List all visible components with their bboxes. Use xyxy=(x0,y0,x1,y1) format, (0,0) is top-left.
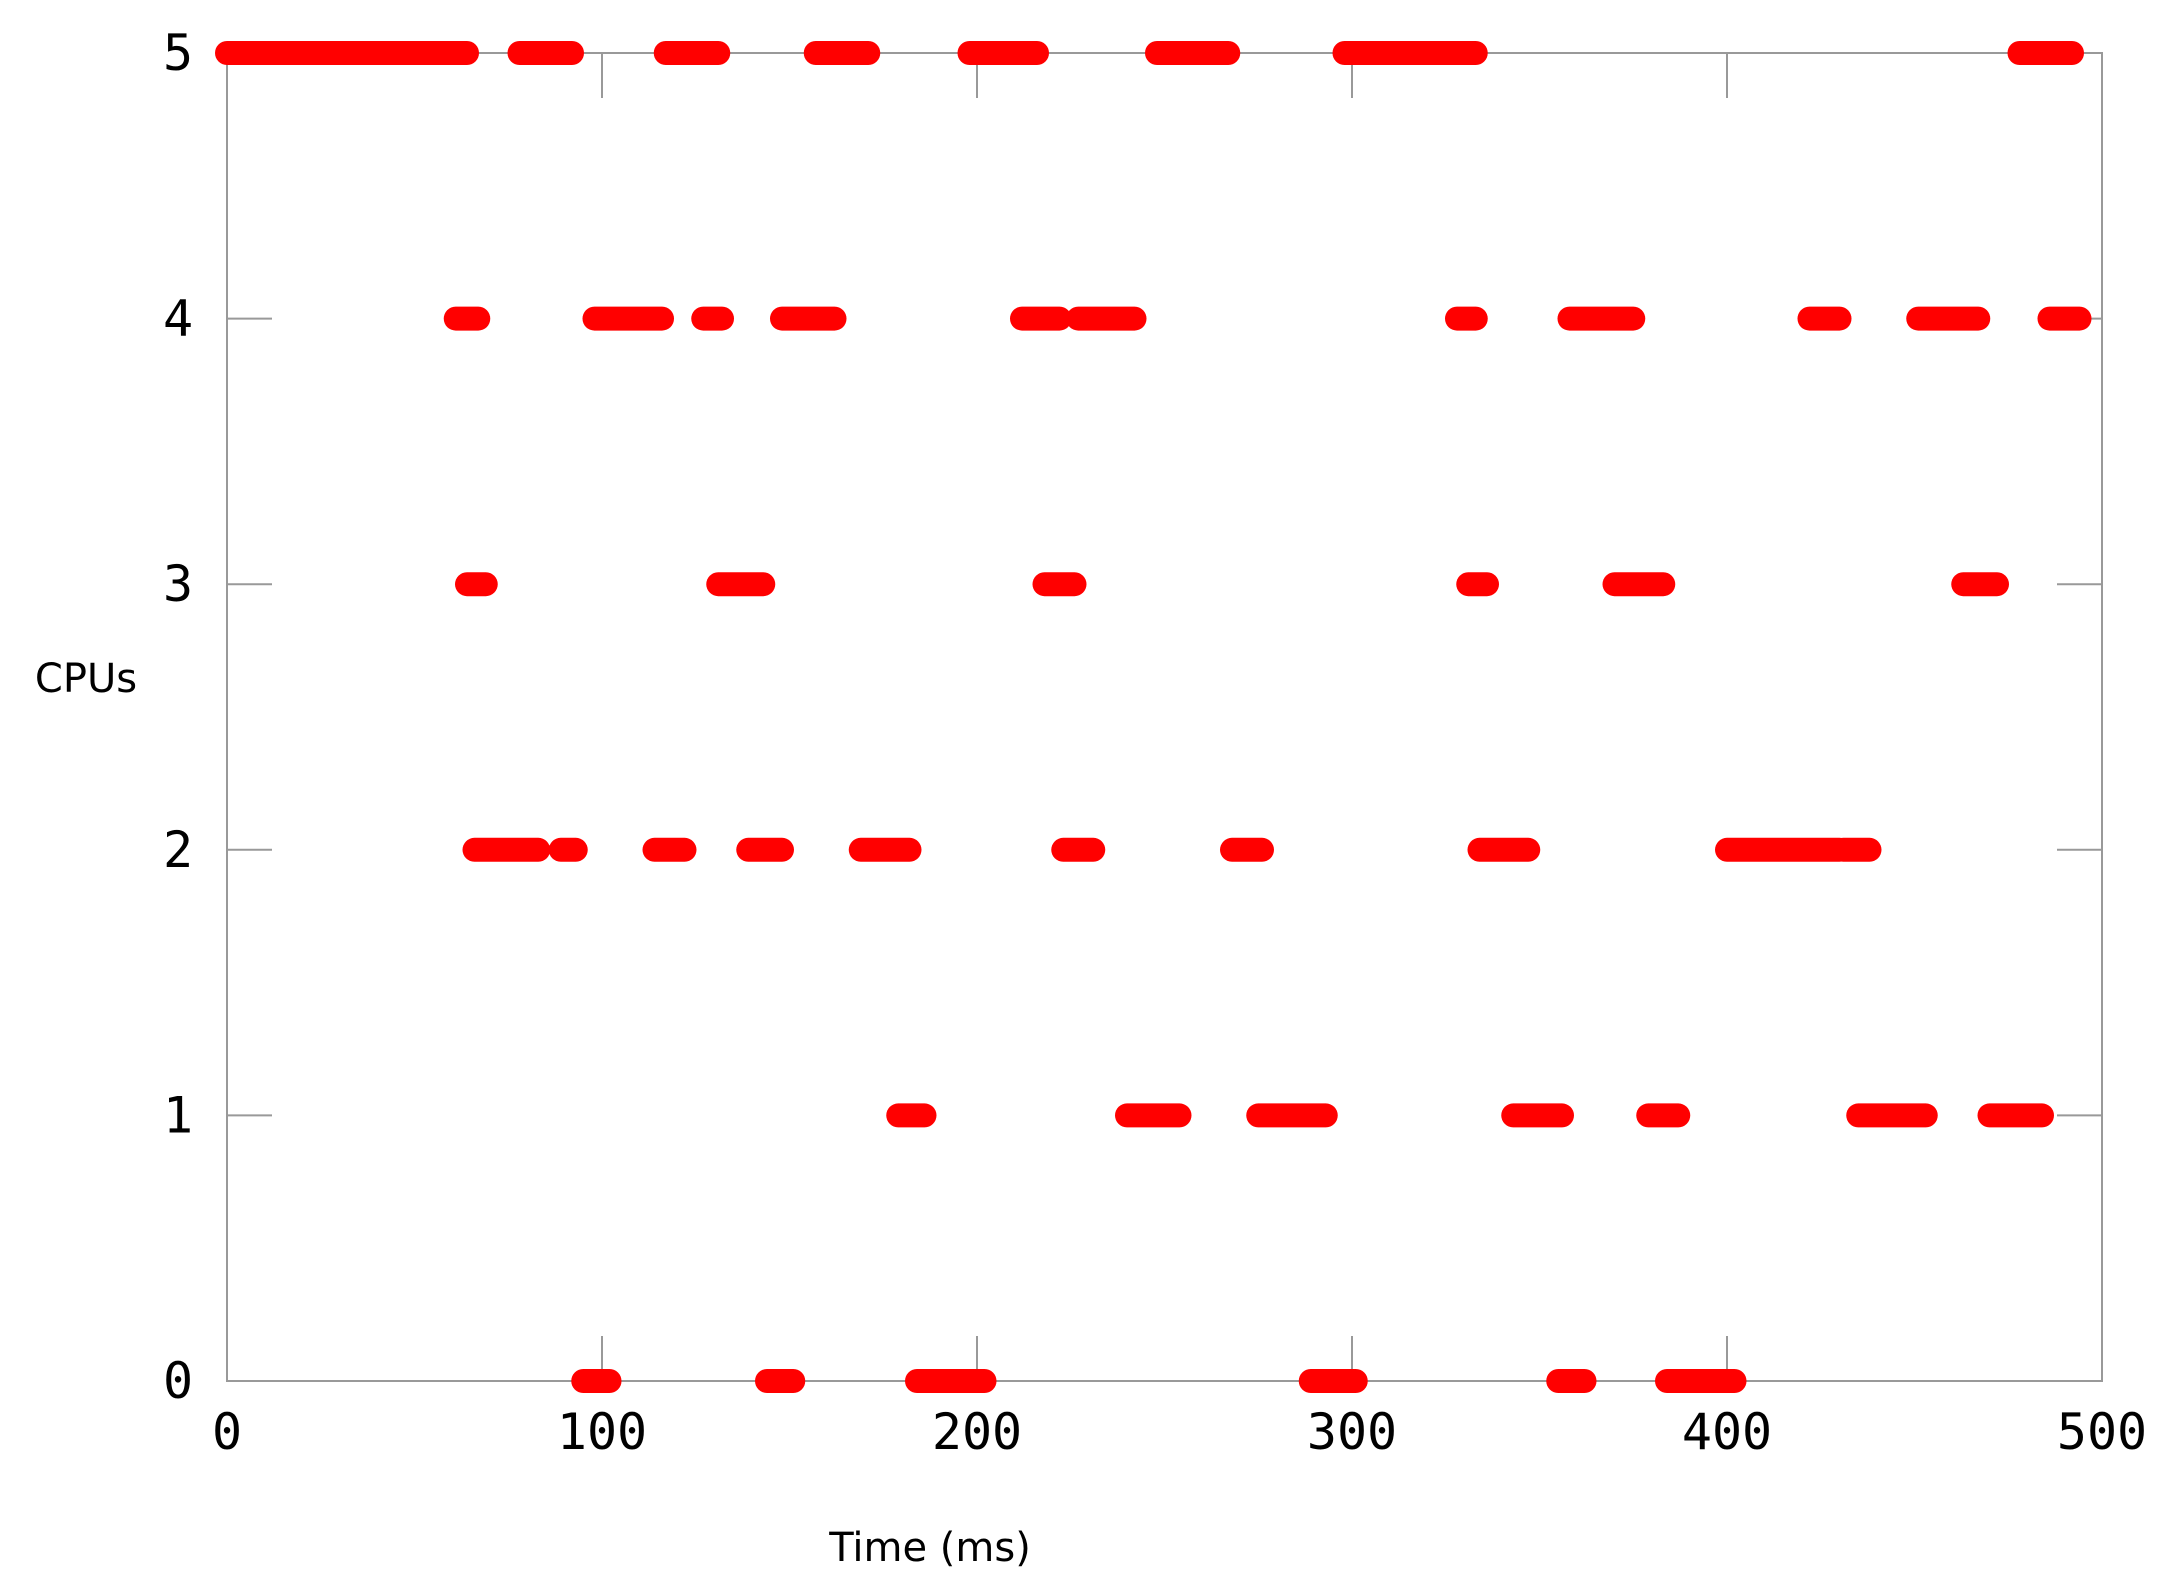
y-tick-label: 4 xyxy=(163,290,193,348)
y-tick-label: 3 xyxy=(163,555,193,613)
axes: 0 100 200 300 400 500 0 1 2 3 4 5 xyxy=(163,24,2147,1461)
y-tick-label: 0 xyxy=(163,1352,193,1410)
axis-labels: Time (ms) CPUs xyxy=(35,656,1031,1571)
x-tick-label: 0 xyxy=(212,1403,242,1461)
y-tick-label: 5 xyxy=(163,24,193,82)
x-tick-label: 200 xyxy=(932,1403,1022,1461)
x-tick-label: 300 xyxy=(1307,1403,1397,1461)
x-tick-label: 100 xyxy=(557,1403,647,1461)
y-axis-label: CPUs xyxy=(35,656,137,702)
y-tick-label: 2 xyxy=(163,821,193,879)
y-tick-label: 1 xyxy=(163,1086,193,1144)
x-tick-label: 500 xyxy=(2057,1403,2147,1461)
x-tick-label: 400 xyxy=(1682,1403,1772,1461)
x-axis-label: Time (ms) xyxy=(828,1525,1031,1571)
plot-border xyxy=(226,52,2103,1382)
data-marks xyxy=(215,41,2092,1393)
